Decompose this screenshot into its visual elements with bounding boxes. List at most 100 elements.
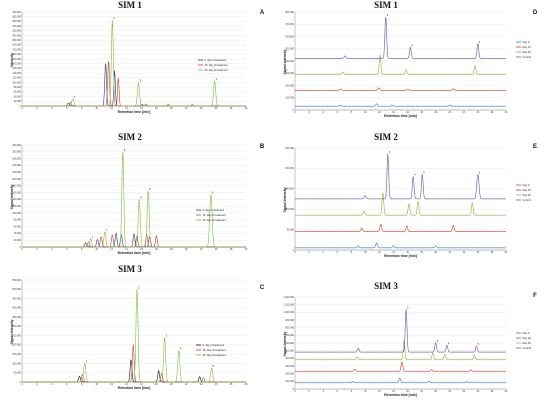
x-tick-label: 10 — [364, 390, 367, 393]
peak-label: 2 — [407, 305, 409, 309]
x-tick-label: 6 — [337, 390, 339, 393]
y-tick-label: 900,000 — [285, 319, 294, 322]
panel-letter: A — [260, 10, 265, 16]
y-tick-label: 500,000 — [285, 349, 294, 352]
x-tick-label: 4 — [322, 251, 324, 254]
series-trace — [21, 20, 247, 107]
y-tick-label: 100,000 — [12, 81, 21, 84]
peak-label: 3 — [139, 79, 141, 83]
peak-label: 6 — [479, 171, 481, 175]
legend-label: Day 15 — [523, 45, 532, 49]
y-tick-label: 250,000 — [12, 334, 21, 337]
x-tick-label: 22 — [448, 390, 451, 393]
legend-label: 0. day of treatment — [203, 208, 225, 212]
x-tick-label: 6 — [66, 383, 68, 386]
y-tick-label: 300,000 — [12, 144, 21, 147]
peak-label: 6 — [212, 190, 214, 194]
y-tick-label: 800,000 — [285, 11, 294, 14]
y-tick-label: 380,000 — [12, 16, 21, 19]
y-tick-label: 100,000 — [285, 208, 294, 211]
x-tick-label: 12 — [110, 383, 113, 386]
series-trace — [294, 192, 507, 216]
y-tick-label: 320,000 — [12, 30, 21, 33]
x-tick-label: 8 — [351, 111, 353, 114]
chart-title: SIM 3 — [118, 264, 142, 274]
x-tick-label: 16 — [140, 383, 143, 386]
x-tick-label: 6 — [337, 251, 339, 254]
x-tick-label: 26 — [215, 107, 218, 110]
peak-label: 4 — [216, 77, 218, 81]
peak-label: 5 — [423, 171, 425, 175]
legend-label: 15. day of treatment — [203, 348, 226, 352]
y-tick-label: 220,000 — [12, 171, 21, 174]
x-tick-label: 14 — [392, 251, 395, 254]
series-trace — [21, 289, 247, 383]
x-tick-label: 0 — [294, 111, 296, 114]
peak-label: 2 — [106, 228, 108, 232]
x-tick-label: 6 — [66, 248, 68, 251]
x-tick-label: 10 — [95, 107, 98, 110]
x-tick-label: 26 — [477, 390, 480, 393]
y-tick-label: 300,000 — [285, 365, 294, 368]
legend-label: Control — [523, 198, 532, 202]
x-tick-label: 30 — [505, 251, 508, 254]
y-tick-label: 450,000 — [12, 297, 21, 300]
x-tick-label: 14 — [392, 111, 395, 114]
y-tick-label: 120,000 — [12, 205, 21, 208]
y-tick-label: 260,000 — [12, 157, 21, 160]
y-tick-label: 600,000 — [285, 35, 294, 38]
x-tick-label: 22 — [185, 383, 188, 386]
series-trace — [21, 151, 247, 248]
peak-label: 4 — [414, 173, 416, 177]
x-tick-label: 4 — [51, 107, 53, 110]
y-tick-label: 140,000 — [12, 72, 21, 75]
y-tick-label: 200,000 — [285, 167, 294, 170]
x-tick-label: 10 — [95, 383, 98, 386]
legend-label: Control — [523, 55, 532, 59]
x-tick-label: 18 — [420, 251, 423, 254]
y-tick-label: 300,000 — [285, 72, 294, 75]
y-tick-label: 80,000 — [14, 86, 22, 89]
y-tick-label: 0 — [20, 381, 22, 384]
x-tick-label: 8 — [81, 383, 83, 386]
peak-label: 4 — [180, 346, 182, 350]
y-tick-label: 100,000 — [285, 97, 294, 100]
series-trace — [294, 87, 507, 91]
peak-label: 5 — [477, 342, 479, 346]
x-tick-label: 16 — [406, 111, 409, 114]
y-tick-label: 280,000 — [12, 151, 21, 154]
peak-label: 4 — [479, 40, 481, 44]
x-tick-label: 6 — [337, 111, 339, 114]
x-tick-label: 28 — [230, 107, 233, 110]
y-tick-label: 100,000 — [12, 212, 21, 215]
chart-e: SIM 2 E 0 50,000 100,000 150,000 200,000 250,00… — [283, 132, 537, 258]
y-tick-label: 700,000 — [285, 334, 294, 337]
x-tick-label: 14 — [125, 383, 128, 386]
peak-label: 1 — [92, 235, 94, 239]
y-tick-label: 360,000 — [12, 20, 21, 23]
y-tick-label: 40,000 — [14, 232, 22, 235]
x-tick-label: 14 — [125, 107, 128, 110]
y-tick-label: 400,000 — [285, 60, 294, 63]
x-tick-label: 8 — [351, 251, 353, 254]
x-axis-label: Retention time [min] — [118, 110, 151, 114]
y-tick-label: 260,000 — [12, 44, 21, 47]
y-tick-label: 200,000 — [285, 84, 294, 87]
y-tick-label: 220,000 — [12, 53, 21, 56]
chart-c: SIM 3 C 0 50,000 100,000 150,000 200,000 250,00… — [10, 264, 265, 390]
x-tick-label: 2 — [308, 251, 310, 254]
x-tick-label: 2 — [308, 111, 310, 114]
x-tick-label: 24 — [200, 248, 203, 251]
y-tick-label: 60,000 — [14, 225, 22, 228]
y-tick-label: 500,000 — [285, 48, 294, 51]
series-trace — [294, 361, 507, 372]
chart-title: SIM 2 — [118, 132, 142, 142]
series-trace — [294, 223, 507, 232]
peak-label: 4 — [411, 44, 413, 48]
x-tick-label: 8 — [351, 390, 353, 393]
peak-label: 2 — [387, 13, 389, 17]
peak-label: 5 — [213, 364, 215, 368]
y-tick-label: 340,000 — [12, 25, 21, 28]
peak-label: 3 — [124, 148, 126, 152]
x-tick-label: 4 — [51, 383, 53, 386]
